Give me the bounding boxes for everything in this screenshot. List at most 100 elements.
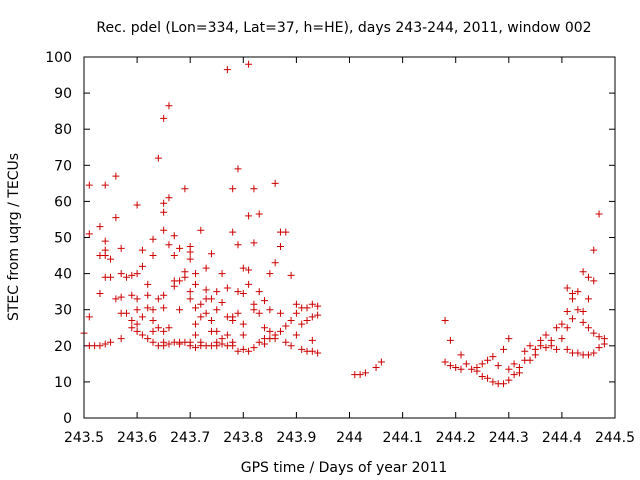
data-point	[308, 300, 316, 308]
data-point	[234, 347, 242, 355]
data-point	[144, 280, 152, 288]
data-point	[255, 210, 263, 218]
data-point	[569, 315, 577, 323]
data-point	[85, 313, 93, 321]
data-point	[553, 324, 561, 332]
data-point	[239, 320, 247, 328]
data-point	[292, 331, 300, 339]
data-point	[165, 241, 173, 249]
data-point	[250, 185, 258, 193]
data-point	[213, 306, 221, 314]
data-point	[223, 66, 231, 74]
data-point	[441, 317, 449, 325]
data-point	[308, 347, 316, 355]
data-point	[223, 331, 231, 339]
data-point	[138, 331, 146, 339]
y-tick-label: 80	[54, 122, 72, 138]
data-point	[489, 378, 497, 386]
data-point	[245, 212, 253, 220]
data-point	[271, 259, 279, 267]
data-point	[547, 336, 555, 344]
data-point	[229, 313, 237, 321]
data-point	[229, 228, 237, 236]
data-point	[590, 349, 598, 357]
data-point	[298, 320, 306, 328]
data-point	[160, 208, 168, 216]
data-point	[149, 252, 157, 260]
data-point	[245, 280, 253, 288]
data-point	[303, 317, 311, 325]
data-point	[308, 336, 316, 344]
data-point	[457, 351, 465, 359]
data-point	[133, 306, 141, 314]
data-point	[170, 252, 178, 260]
data-point	[213, 288, 221, 296]
data-point	[192, 320, 200, 328]
data-point	[494, 362, 502, 370]
data-point	[112, 172, 120, 180]
data-point	[128, 317, 136, 325]
data-points	[80, 60, 608, 388]
data-point	[170, 232, 178, 240]
data-point	[186, 295, 194, 303]
data-point	[590, 329, 598, 337]
data-point	[298, 345, 306, 353]
data-point	[287, 271, 295, 279]
data-point	[372, 363, 380, 371]
data-point	[207, 295, 215, 303]
data-point	[250, 239, 258, 247]
data-point	[515, 363, 523, 371]
x-tick-label: 243.9	[276, 430, 316, 446]
data-point	[308, 313, 316, 321]
data-point	[149, 327, 157, 335]
data-point	[186, 243, 194, 251]
data-point	[510, 371, 518, 379]
data-point	[526, 356, 534, 364]
data-point	[85, 230, 93, 238]
data-point	[510, 360, 518, 368]
data-point	[600, 340, 608, 348]
data-point	[154, 295, 162, 303]
chart-title: Rec. pdel (Lon=334, Lat=37, h=HE), days …	[96, 20, 591, 36]
data-point	[361, 369, 369, 377]
data-point	[192, 270, 200, 278]
data-point	[542, 331, 550, 339]
data-point	[473, 363, 481, 371]
data-point	[314, 302, 322, 310]
data-point	[133, 320, 141, 328]
data-point	[287, 342, 295, 350]
data-point	[133, 201, 141, 209]
data-point	[160, 304, 168, 312]
data-point	[314, 311, 322, 319]
data-point	[266, 306, 274, 314]
data-point	[579, 268, 587, 276]
data-point	[133, 295, 141, 303]
data-point	[202, 286, 210, 294]
data-point	[569, 289, 577, 297]
data-point	[579, 318, 587, 326]
data-point	[282, 228, 290, 236]
data-point	[234, 165, 242, 173]
data-point	[154, 154, 162, 162]
data-point	[160, 327, 168, 335]
data-point	[261, 324, 269, 332]
data-point	[478, 360, 486, 368]
data-point	[128, 324, 136, 332]
data-point	[489, 353, 497, 361]
data-point	[117, 270, 125, 278]
data-point	[229, 338, 237, 346]
data-point	[558, 320, 566, 328]
data-point	[245, 266, 253, 274]
data-point	[584, 351, 592, 359]
data-point	[197, 226, 205, 234]
data-point	[128, 291, 136, 299]
data-point	[446, 336, 454, 344]
data-point	[117, 244, 125, 252]
data-point	[160, 338, 168, 346]
y-tick-label: 50	[54, 231, 72, 247]
data-point	[266, 270, 274, 278]
axis-ticks: 243.5 243.6 243.7 243.8 243.9 244 244.1 244.2 24…	[45, 50, 635, 446]
data-point	[181, 185, 189, 193]
data-point	[154, 324, 162, 332]
data-point	[181, 268, 189, 276]
